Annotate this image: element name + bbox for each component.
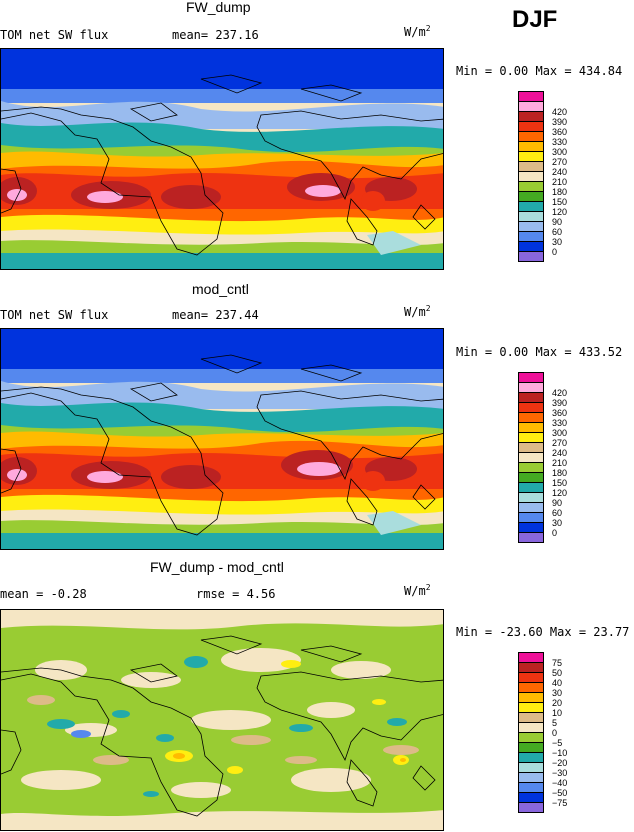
colorbar-tick-label: 420 [552, 107, 568, 117]
colorbar-tick-label: 330 [552, 137, 568, 147]
colorbar-tick-label: 20 [552, 698, 563, 708]
panel3-map-svg [1, 610, 443, 830]
colorbar-tick-label: 75 [552, 658, 563, 668]
colorbar-tick-label: 30 [552, 688, 563, 698]
colorbar-tick-label: 210 [552, 458, 568, 468]
panel3-units: W/m2 [404, 583, 431, 598]
colorbar-tick-label: 360 [552, 408, 568, 418]
panel1-field-label: TOM net SW flux [0, 28, 109, 42]
colorbar-tick-label: 0 [552, 247, 558, 257]
colorbar-tick-label: 60 [552, 508, 563, 518]
panel2-mean: mean= 237.44 [172, 308, 259, 322]
panel2-field-label: TOM net SW flux [0, 308, 109, 322]
colorbar-tick-label: 390 [552, 398, 568, 408]
colorbar-swatch [518, 532, 544, 543]
panel1-coastlines [1, 74, 443, 256]
panel1-title: FW_dump [186, 0, 251, 15]
panel2-coastlines [1, 354, 443, 536]
colorbar-swatch [518, 802, 544, 813]
season-label: DJF [512, 6, 558, 33]
colorbar-tick-label: 10 [552, 708, 563, 718]
colorbar-tick-label: 120 [552, 207, 568, 217]
colorbar-tick-label: 30 [552, 518, 563, 528]
panel3-minmax: Min = -23.60 Max = 23.77 [456, 625, 630, 639]
colorbar-tick-label: 0 [552, 728, 558, 738]
colorbar-tick-label: 390 [552, 117, 568, 127]
colorbar-tick-label: 30 [552, 237, 563, 247]
colorbar-tick-label: 360 [552, 127, 568, 137]
panel3-title: FW_dump - mod_cntl [150, 559, 284, 575]
panel1-map-svg [1, 49, 443, 269]
panel3-map [0, 609, 444, 831]
panel1-map [0, 48, 444, 270]
panel2-minmax: Min = 0.00 Max = 433.52 [456, 345, 623, 359]
panel2-title: mod_cntl [192, 281, 249, 297]
colorbar-tick-label: 150 [552, 197, 568, 207]
colorbar-tick-label: 270 [552, 157, 568, 167]
colorbar-tick-label: 0 [552, 528, 558, 538]
colorbar-tick-label: 240 [552, 167, 568, 177]
colorbar-tick-label: 180 [552, 468, 568, 478]
colorbar-tick-label: −75 [552, 798, 568, 808]
panel2-units: W/m2 [404, 304, 431, 319]
band-north-deep-blue [1, 49, 443, 89]
panel3-rmse: rmse = 4.56 [196, 587, 276, 601]
colorbar-tick-label: 150 [552, 478, 568, 488]
colorbar-tick-label: 40 [552, 678, 563, 688]
colorbar-tick-label: −5 [552, 738, 563, 748]
colorbar-tick-label: −50 [552, 788, 568, 798]
panel2-map-svg [1, 329, 443, 549]
panel1-units: W/m2 [404, 24, 431, 39]
colorbar-tick-label: −30 [552, 768, 568, 778]
panel2-colorbar: 420 390 360 330 300 270 240 210 180 150 120 90 60 30 0 [518, 372, 567, 543]
colorbar-tick-label: 120 [552, 488, 568, 498]
colorbar-tick-label: 5 [552, 718, 558, 728]
colorbar-tick-label: −20 [552, 758, 568, 768]
colorbar-tick-label: 90 [552, 498, 563, 508]
panel3-coastlines [1, 635, 443, 817]
colorbar-tick-label: 90 [552, 217, 563, 227]
panel1-mean: mean= 237.16 [172, 28, 259, 42]
colorbar-tick-label: 300 [552, 147, 568, 157]
panel3-mean: mean = -0.28 [0, 587, 87, 601]
panel3-colorbar: 75 50 40 30 20 10 5 0 −5 −10 −20 −30 −40 −50 −75 [518, 652, 567, 813]
panel1-colorbar: 420 390 360 330 300 270 240 210 180 150 120 90 60 30 0 [518, 91, 567, 262]
colorbar-tick-label: 330 [552, 418, 568, 428]
colorbar-tick-label: 270 [552, 438, 568, 448]
panel1-minmax: Min = 0.00 Max = 434.84 [456, 64, 623, 78]
colorbar-tick-label: −10 [552, 748, 568, 758]
colorbar-tick-label: 60 [552, 227, 563, 237]
colorbar-tick-label: 240 [552, 448, 568, 458]
panel2-map [0, 328, 444, 550]
colorbar-tick-label: 50 [552, 668, 563, 678]
colorbar-tick-label: 180 [552, 187, 568, 197]
colorbar-tick-label: 420 [552, 388, 568, 398]
colorbar-tick-label: −40 [552, 778, 568, 788]
colorbar-swatch [518, 251, 544, 262]
colorbar-tick-label: 210 [552, 177, 568, 187]
colorbar-tick-label: 300 [552, 428, 568, 438]
